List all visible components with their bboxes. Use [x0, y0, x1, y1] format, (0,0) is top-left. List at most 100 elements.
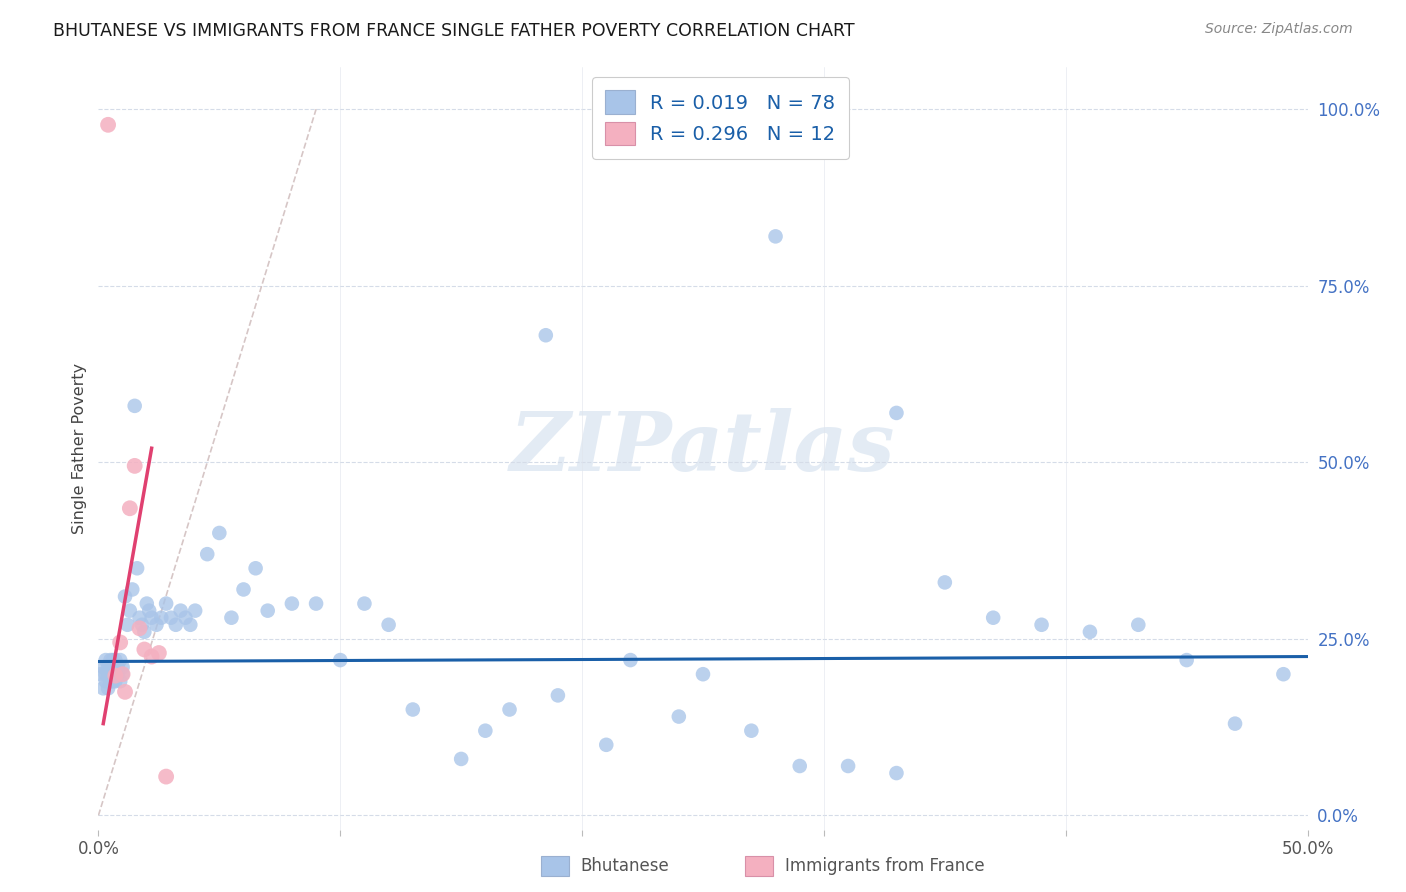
Point — [121, 582, 143, 597]
Point — [128, 610, 150, 624]
Point — [474, 723, 496, 738]
Point — [127, 561, 149, 575]
Text: Bhutanese: Bhutanese — [581, 857, 669, 875]
Text: Source: ZipAtlas.com: Source: ZipAtlas.com — [1205, 22, 1353, 37]
Point — [221, 610, 243, 624]
Point — [740, 723, 762, 738]
Point — [94, 674, 117, 689]
Point — [128, 621, 150, 635]
Point — [281, 597, 304, 611]
Point — [138, 604, 160, 618]
Point — [1175, 653, 1198, 667]
Point — [305, 597, 328, 611]
Point — [179, 617, 201, 632]
Point — [595, 738, 617, 752]
Point — [114, 590, 136, 604]
Point — [108, 674, 131, 689]
Text: Immigrants from France: Immigrants from France — [785, 857, 984, 875]
Point — [104, 668, 127, 682]
Legend: R = 0.019   N = 78, R = 0.296   N = 12: R = 0.019 N = 78, R = 0.296 N = 12 — [592, 77, 849, 159]
Point — [104, 653, 127, 667]
Point — [117, 617, 139, 632]
Point — [107, 667, 129, 681]
Point — [245, 561, 267, 575]
Point — [256, 604, 278, 618]
Point — [886, 766, 908, 780]
Point — [1078, 624, 1101, 639]
Point — [886, 406, 908, 420]
Point — [91, 660, 114, 674]
Point — [134, 624, 156, 639]
Point — [104, 674, 127, 689]
Point — [101, 660, 124, 674]
Point — [145, 617, 167, 632]
Point — [107, 660, 129, 674]
Point — [329, 653, 352, 667]
Point — [100, 674, 122, 689]
Point — [108, 653, 131, 667]
Point — [118, 501, 141, 516]
Point — [97, 667, 120, 681]
Point — [160, 610, 183, 624]
Point — [148, 646, 170, 660]
Point — [131, 617, 153, 632]
Point — [208, 525, 231, 540]
Point — [789, 759, 811, 773]
Point — [1223, 716, 1246, 731]
Point — [141, 649, 163, 664]
Point — [377, 617, 399, 632]
Point — [169, 604, 191, 618]
Point — [124, 458, 146, 473]
Point — [934, 575, 956, 590]
Point — [118, 604, 141, 618]
Point — [101, 674, 124, 689]
Point — [1031, 617, 1053, 632]
Point — [94, 667, 117, 681]
Point — [100, 660, 122, 674]
Point — [668, 709, 690, 723]
Point — [402, 702, 425, 716]
Point — [195, 547, 218, 561]
Point — [135, 597, 157, 611]
Point — [155, 770, 177, 784]
Point — [111, 660, 134, 674]
Point — [184, 604, 207, 618]
Point — [101, 653, 124, 667]
Point — [534, 328, 557, 343]
Point — [353, 597, 375, 611]
Point — [111, 667, 134, 681]
Point — [97, 681, 120, 696]
Point — [114, 685, 136, 699]
Point — [765, 229, 787, 244]
Point — [134, 642, 156, 657]
Point — [108, 635, 131, 649]
Point — [232, 582, 254, 597]
Point — [692, 667, 714, 681]
Point — [100, 653, 122, 667]
Point — [90, 667, 112, 681]
Point — [91, 681, 114, 696]
Point — [141, 610, 163, 624]
Point — [981, 610, 1004, 624]
Point — [174, 610, 197, 624]
Point — [104, 667, 127, 681]
Point — [150, 610, 173, 624]
Point — [547, 689, 569, 703]
Point — [97, 660, 120, 674]
Point — [1272, 667, 1295, 681]
Y-axis label: Single Father Poverty: Single Father Poverty — [72, 363, 87, 533]
Point — [165, 617, 187, 632]
Point — [619, 653, 641, 667]
Point — [450, 752, 472, 766]
Point — [155, 597, 177, 611]
Text: ZIPatlas: ZIPatlas — [510, 409, 896, 488]
Text: BHUTANESE VS IMMIGRANTS FROM FRANCE SINGLE FATHER POVERTY CORRELATION CHART: BHUTANESE VS IMMIGRANTS FROM FRANCE SING… — [53, 22, 855, 40]
Point — [124, 399, 146, 413]
Point — [111, 667, 134, 681]
Point — [94, 653, 117, 667]
Point — [498, 702, 520, 716]
Point — [97, 118, 120, 132]
Point — [100, 667, 122, 681]
Point — [1128, 617, 1150, 632]
Point — [837, 759, 859, 773]
